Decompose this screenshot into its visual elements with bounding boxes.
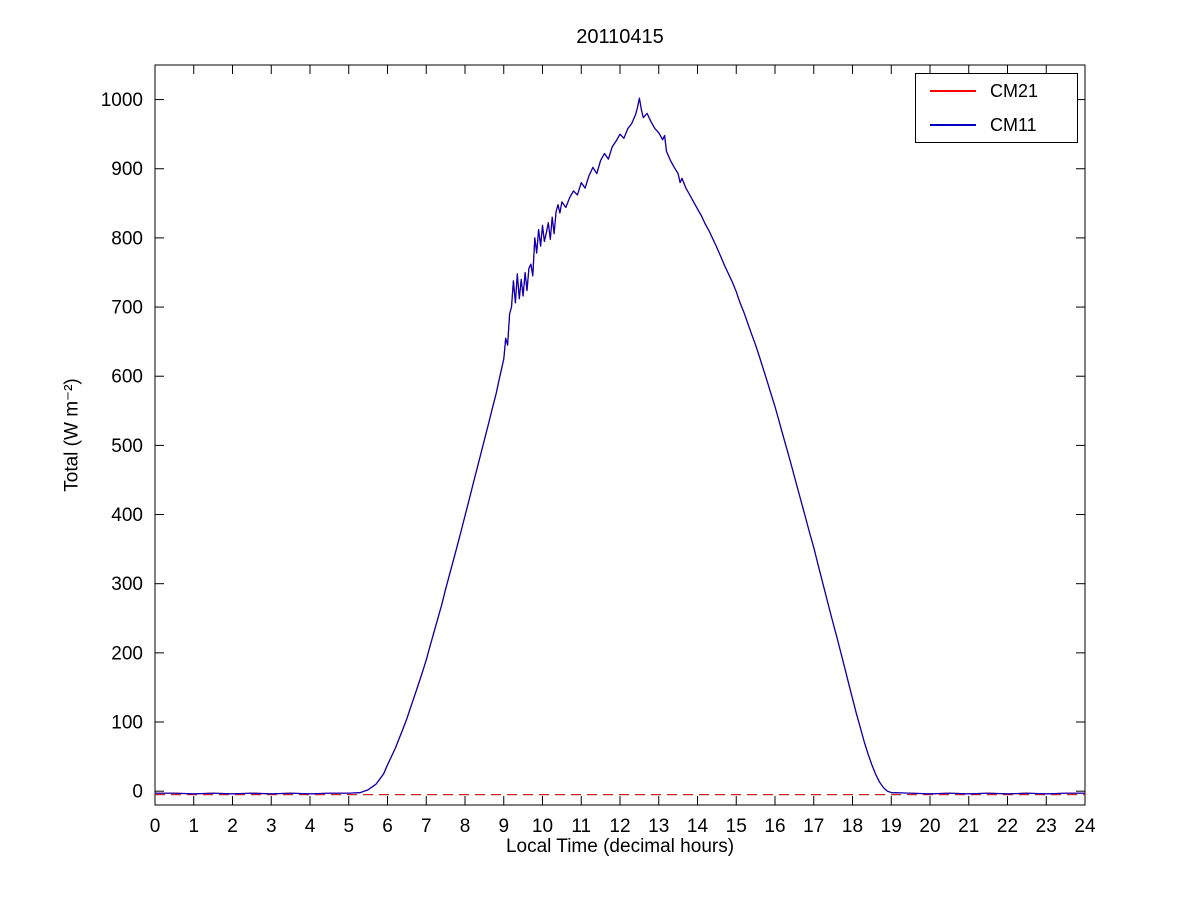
- x-tick-label: 15: [726, 816, 747, 837]
- legend-label-cm21: CM21: [990, 81, 1039, 101]
- legend-label-cm11: CM11: [990, 115, 1037, 135]
- x-tick-label: 7: [421, 816, 432, 837]
- y-tick-label: 900: [111, 159, 143, 180]
- x-tick-label: 20: [919, 816, 940, 837]
- legend-line-sample-cm21: [930, 90, 976, 92]
- x-tick-label: 12: [609, 816, 630, 837]
- legend: CM21 CM11: [915, 73, 1078, 143]
- x-axis-label: Local Time (decimal hours): [505, 836, 735, 857]
- series-line-cm11: [155, 97, 1085, 795]
- legend-item-cm21: CM21: [916, 74, 1077, 108]
- series-line-cm21: [155, 97, 1085, 795]
- x-tick-label: 3: [266, 816, 277, 837]
- y-tick-label: 400: [111, 505, 143, 526]
- x-tick-label: 11: [571, 816, 591, 837]
- x-tick-label: 5: [343, 816, 354, 837]
- x-tick-label: 16: [764, 816, 785, 837]
- x-tick-label: 18: [842, 816, 863, 837]
- y-tick-label: 300: [111, 574, 143, 595]
- x-tick-label: 19: [881, 816, 902, 837]
- x-tick-label: 0: [150, 816, 161, 837]
- y-tick-label: 600: [111, 367, 143, 388]
- y-tick-label: 100: [111, 713, 143, 734]
- legend-item-cm11: CM11: [916, 108, 1077, 142]
- x-tick-label: 23: [1036, 816, 1057, 837]
- plot-box: [154, 64, 1086, 806]
- y-tick-label: 1000: [101, 90, 143, 111]
- y-tick-label: 700: [111, 298, 143, 319]
- y-tick-label: 200: [111, 643, 143, 664]
- x-tick-label: 13: [648, 816, 669, 837]
- x-tick-label: 2: [227, 816, 238, 837]
- y-tick-label: 800: [111, 228, 143, 249]
- x-tick-label: 9: [498, 816, 509, 837]
- x-tick-label: 1: [188, 816, 199, 837]
- x-tick-label: 6: [382, 816, 393, 837]
- x-tick-label: 17: [803, 816, 824, 837]
- y-tick-label: 500: [111, 436, 143, 457]
- y-tick-label: 0: [132, 782, 143, 803]
- x-tick-label: 14: [687, 816, 709, 837]
- x-tick-label: 21: [958, 816, 979, 837]
- chart-title: 20110415: [576, 26, 664, 48]
- x-tick-label: 4: [305, 816, 316, 837]
- x-tick-label: 10: [532, 816, 553, 837]
- legend-line-sample-cm11: [930, 124, 976, 126]
- x-tick-label: 8: [460, 816, 471, 837]
- x-tick-label: 24: [1074, 816, 1096, 837]
- x-tick-label: 22: [997, 816, 1018, 837]
